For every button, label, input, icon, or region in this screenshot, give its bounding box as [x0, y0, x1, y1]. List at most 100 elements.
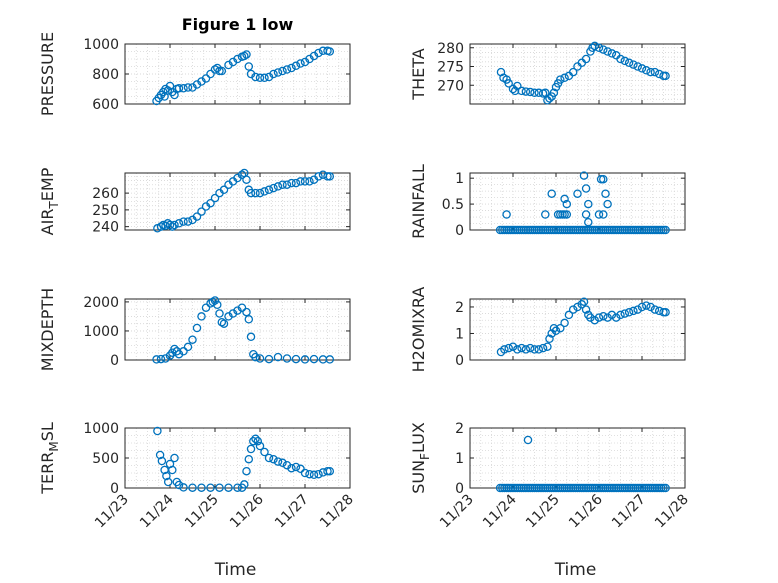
data-point: [633, 62, 642, 71]
data-point: [500, 345, 509, 354]
data-point: [599, 210, 608, 219]
data-point: [291, 61, 301, 71]
data-point: [650, 305, 660, 314]
data-point: [197, 312, 206, 321]
data-point: [296, 59, 305, 68]
data-point: [273, 68, 283, 77]
data-point: [237, 303, 247, 312]
data-point: [291, 178, 301, 188]
data-point: [255, 441, 265, 451]
data-point: [568, 67, 578, 77]
data-point: [568, 305, 578, 314]
data-point: [217, 317, 227, 327]
data-point: [163, 477, 173, 487]
data-point: [545, 94, 554, 103]
data-point: [624, 308, 634, 317]
data-point: [530, 88, 539, 98]
y-tick-label: 0: [455, 353, 464, 369]
data-point: [291, 462, 301, 472]
data-point: [594, 210, 604, 219]
data-point: [603, 47, 612, 56]
data-point: [233, 483, 242, 492]
data-point: [287, 178, 296, 188]
x-tick-label: 11/25: [182, 492, 222, 532]
y-tick-label: 0: [455, 223, 464, 239]
data-point: [244, 315, 254, 324]
y-tick-label: 800: [92, 67, 119, 83]
data-point: [562, 199, 572, 209]
x-tick-label: 11/28: [652, 492, 692, 532]
data-point: [629, 60, 638, 69]
data-point: [325, 466, 335, 476]
data-point: [179, 483, 188, 492]
data-point: [244, 62, 254, 71]
y-tick-label: 0: [110, 353, 119, 369]
data-point: [549, 88, 559, 98]
y-tick-label: 2000: [83, 295, 119, 311]
data-point: [183, 83, 193, 92]
data-point: [599, 311, 608, 321]
data-point: [249, 436, 258, 446]
data-point: [174, 480, 184, 490]
data-point: [607, 310, 617, 320]
y-axis-label: H2OMIXRA: [409, 287, 428, 373]
y-tick-label: 280: [437, 41, 464, 57]
data-point: [174, 219, 184, 228]
data-point: [646, 67, 655, 77]
y-tick-label: 1: [455, 326, 464, 342]
data-point: [305, 177, 314, 186]
y-tick-label: 1000: [83, 421, 119, 437]
data-point: [601, 189, 610, 198]
y-tick-label: 1000: [83, 324, 119, 340]
data-point: [661, 225, 670, 235]
subplot-5: 0 1000 2000 MIXDEPTH: [38, 288, 351, 371]
data-point: [242, 50, 251, 59]
data-point: [215, 483, 224, 492]
data-point: [192, 323, 202, 333]
data-point: [543, 342, 552, 351]
data-point: [538, 343, 548, 353]
data-point: [502, 210, 511, 219]
data-point: [551, 326, 561, 336]
data-point: [581, 184, 591, 193]
data-point: [219, 319, 229, 328]
data-point: [156, 354, 166, 364]
data-point: [637, 64, 647, 73]
x-tick-label: 11/24: [137, 491, 177, 531]
data-point: [255, 354, 265, 363]
data-point: [242, 466, 251, 476]
y-tick-label: 1: [455, 451, 464, 467]
data-point: [309, 470, 319, 480]
data-point: [251, 188, 260, 198]
data-point: [513, 81, 522, 91]
data-point: [504, 343, 513, 353]
y-axis-label: SUNFLUX: [409, 422, 432, 494]
data-point: [300, 177, 310, 186]
data-point: [541, 210, 550, 219]
y-tick-label: 260: [92, 186, 119, 202]
data-point: [224, 483, 233, 492]
data-point: [170, 453, 179, 463]
axes-frame: [469, 172, 686, 231]
y-axis-label: RAINFALL: [409, 164, 428, 239]
data-point: [510, 86, 520, 96]
data-point: [642, 301, 651, 310]
data-point: [157, 456, 167, 466]
y-tick-label: 0: [455, 481, 464, 497]
x-tick-label: 11/23: [92, 492, 132, 532]
axes-frame: [469, 298, 686, 361]
data-point: [201, 74, 211, 83]
x-tick-label: 11/27: [609, 492, 649, 532]
y-tick-label: 1000: [83, 37, 119, 53]
data-point: [282, 354, 292, 363]
subplot-7: 0 500 1000 TERRMSL 11/23 11/24 11/25 11/26 11/27…: [38, 421, 357, 580]
data-point: [240, 51, 249, 61]
x-tick-label: 11/24: [480, 491, 520, 531]
data-point: [305, 469, 314, 479]
data-point: [560, 194, 569, 204]
data-point: [183, 217, 193, 226]
data-point: [620, 56, 630, 66]
data-point: [255, 73, 265, 83]
x-tick-label: 11/27: [272, 492, 312, 532]
